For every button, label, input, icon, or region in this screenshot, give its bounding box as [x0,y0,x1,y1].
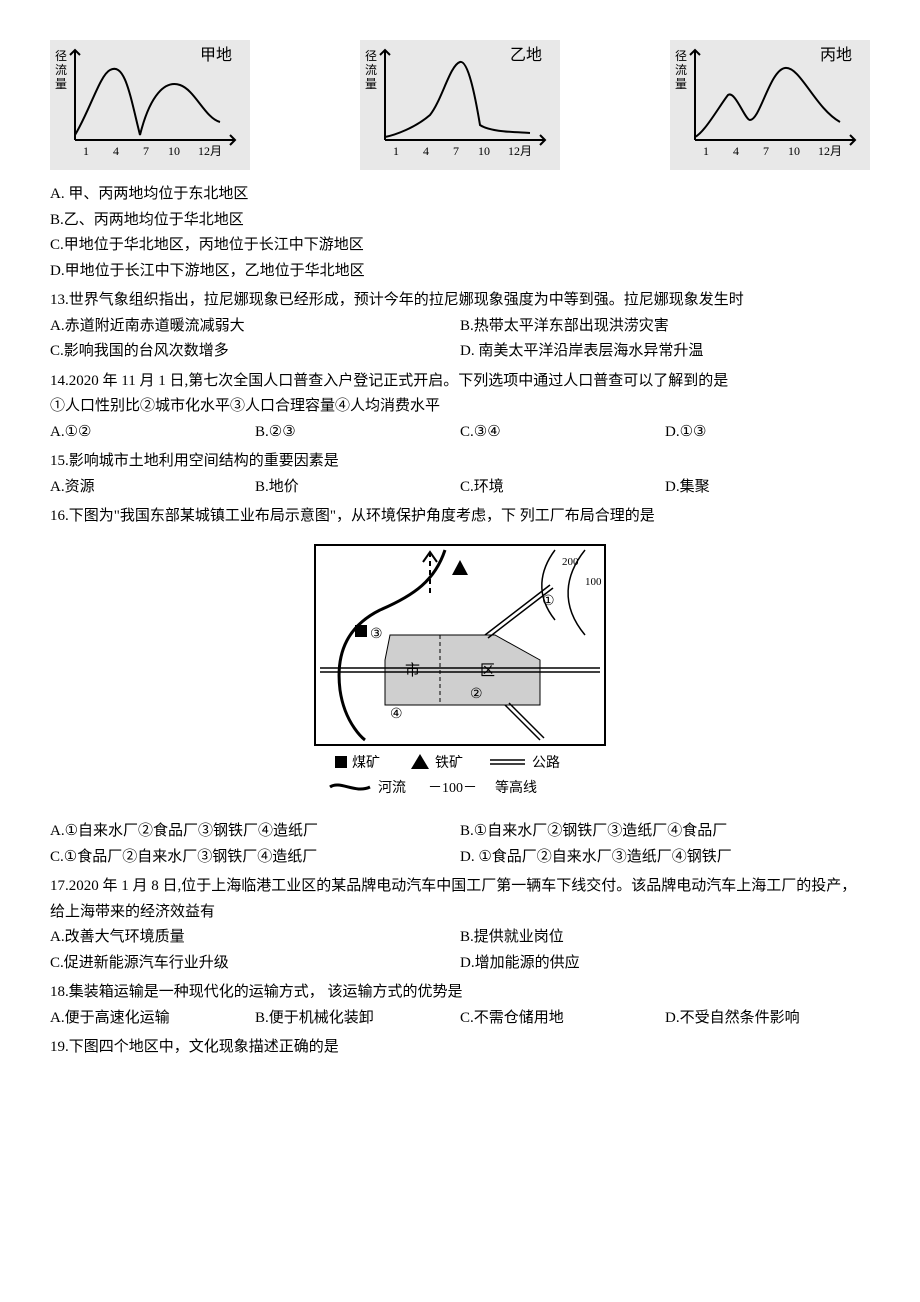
q15-opt-c: C.环境 [460,475,665,501]
q19: 19.下图四个地区中，文化现象描述正确的是 [50,1035,870,1061]
chart-bing: 径 流 量 1 4 7 10 12月 丙地 [670,40,870,170]
svg-text:4: 4 [733,144,739,158]
svg-text:铁矿: 铁矿 [435,755,463,771]
svg-text:等高线: 等高线 [495,779,537,796]
q17-opt-a: A.改善大气环境质量 [50,925,460,951]
q16-opt-c: C.①食品厂②自来水厂③钢铁厂④造纸厂 [50,845,460,871]
q16-opt-a: A.①自来水厂②食品厂③钢铁厂④造纸厂 [50,819,460,845]
q13-opt-c: C.影响我国的台风次数增多 [50,339,460,365]
svg-text:－100－: －100－ [428,781,477,796]
chart-yi: 径 流 量 1 4 7 10 12月 乙地 [360,40,560,170]
q12-opt-c: C.甲地位于华北地区，丙地位于长江中下游地区 [50,233,870,259]
q16-opt-d: D. ①食品厂②自来水厂③造纸厂④钢铁厂 [460,845,870,871]
q15: 15.影响城市土地利用空间结构的重要因素是 A.资源 B.地价 C.环境 D.集… [50,449,870,500]
q14-opt-d: D.①③ [665,420,870,446]
svg-text:区: 区 [480,663,495,679]
svg-text:7: 7 [143,144,149,158]
svg-text:④: ④ [390,707,403,722]
svg-text:4: 4 [423,144,429,158]
q13-opt-a: A.赤道附近南赤道暖流减弱大 [50,314,460,340]
svg-text:7: 7 [763,144,769,158]
svg-text:流: 流 [55,63,67,77]
svg-text:1: 1 [703,144,709,158]
q18-opt-c: C.不需仓储用地 [460,1006,665,1032]
q13-stem: 13.世界气象组织指出，拉尼娜现象已经形成，预计今年的拉尼娜现象强度为中等到强。… [50,288,870,314]
q14-opt-a: A.①② [50,420,255,446]
svg-text:10: 10 [788,144,800,158]
q14-stem: 14.2020 年 11 月 1 日,第七次全国人口普查入户登记正式开启。下列选… [50,369,870,395]
q13-opt-b: B.热带太平洋东部出现洪涝灾害 [460,314,870,340]
chart-jia-label: 甲地 [200,46,232,64]
q15-opt-d: D.集聚 [665,475,870,501]
chart-bing-label: 丙地 [820,46,852,64]
svg-text:煤矿: 煤矿 [352,755,380,771]
q16-options: A.①自来水厂②食品厂③钢铁厂④造纸厂 B.①自来水厂②钢铁厂③造纸厂④食品厂 … [50,819,870,870]
svg-text:12月: 12月 [818,144,842,158]
q18-opt-a: A.便于高速化运输 [50,1006,255,1032]
q12-opt-a: A. 甲、丙两地均位于东北地区 [50,182,870,208]
svg-text:公路: 公路 [532,755,560,771]
svg-text:量: 量 [55,77,67,91]
q19-stem: 19.下图四个地区中，文化现象描述正确的是 [50,1035,870,1061]
q17-opt-b: B.提供就业岗位 [460,925,870,951]
q17-opt-d: D.增加能源的供应 [460,951,870,977]
svg-text:12月: 12月 [198,144,222,158]
q17-stem: 17.2020 年 1 月 8 日,位于上海临港工业区的某品牌电动汽车中国工厂第… [50,874,870,925]
chart-yi-label: 乙地 [510,46,542,64]
svg-text:7: 7 [453,144,459,158]
q14-opt-c: C.③④ [460,420,665,446]
svg-text:径: 径 [675,49,687,63]
svg-text:10: 10 [478,144,490,158]
q15-opt-b: B.地价 [255,475,460,501]
q17: 17.2020 年 1 月 8 日,位于上海临港工业区的某品牌电动汽车中国工厂第… [50,874,870,976]
hydrograph-charts: 径 流 量 1 4 7 10 12月 甲地 径 流 量 1 4 7 10 12 [50,40,870,170]
svg-text:量: 量 [675,77,687,91]
q18-opt-b: B.便于机械化装卸 [255,1006,460,1032]
q12-opt-b: B.乙、丙两地均位于华北地区 [50,208,870,234]
q16: 16.下图为"我国东部某城镇工业布局示意图"，从环境保护角度考虑，下 列工厂布局… [50,504,870,530]
svg-text:100: 100 [585,576,602,588]
q14-list: ①人口性别比②城市化水平③人口合理容量④人均消费水平 [50,394,870,420]
chart-jia: 径 流 量 1 4 7 10 12月 甲地 [50,40,250,170]
svg-text:1: 1 [393,144,399,158]
svg-text:市: 市 [405,662,420,679]
q13: 13.世界气象组织指出，拉尼娜现象已经形成，预计今年的拉尼娜现象强度为中等到强。… [50,288,870,365]
q14-opt-b: B.②③ [255,420,460,446]
q16-stem: 16.下图为"我国东部某城镇工业布局示意图"，从环境保护角度考虑，下 列工厂布局… [50,504,870,530]
svg-text:径: 径 [55,49,67,63]
q12-options: A. 甲、丙两地均位于东北地区 B.乙、丙两地均位于华北地区 C.甲地位于华北地… [50,182,870,284]
q18-stem: 18.集装箱运输是一种现代化的运输方式， 该运输方式的优势是 [50,980,870,1006]
q13-opt-d: D. 南美太平洋沿岸表层海水异常升温 [460,339,870,365]
svg-text:200: 200 [562,556,579,568]
q12-opt-d: D.甲地位于长江中下游地区，乙地位于华北地区 [50,259,870,285]
svg-text:②: ② [470,687,483,702]
q18: 18.集装箱运输是一种现代化的运输方式， 该运输方式的优势是 A.便于高速化运输… [50,980,870,1031]
svg-text:流: 流 [675,63,687,77]
q18-opt-d: D.不受自然条件影响 [665,1006,870,1032]
svg-text:河流: 河流 [378,780,406,796]
svg-text:量: 量 [365,77,377,91]
svg-text:①: ① [542,594,555,609]
q14: 14.2020 年 11 月 1 日,第七次全国人口普查入户登记正式开启。下列选… [50,369,870,446]
q17-opt-c: C.促进新能源汽车行业升级 [50,951,460,977]
svg-text:流: 流 [365,63,377,77]
q15-stem: 15.影响城市土地利用空间结构的重要因素是 [50,449,870,475]
svg-text:径: 径 [365,49,377,63]
svg-text:4: 4 [113,144,119,158]
svg-text:1: 1 [83,144,89,158]
map-diagram: 200 100 市 区 ① ② ③ ④ 煤矿 铁矿 公路 河流 [50,540,870,810]
q16-opt-b: B.①自来水厂②钢铁厂③造纸厂④食品厂 [460,819,870,845]
q15-opt-a: A.资源 [50,475,255,501]
svg-text:③: ③ [370,627,383,642]
svg-text:10: 10 [168,144,180,158]
svg-text:12月: 12月 [508,144,532,158]
